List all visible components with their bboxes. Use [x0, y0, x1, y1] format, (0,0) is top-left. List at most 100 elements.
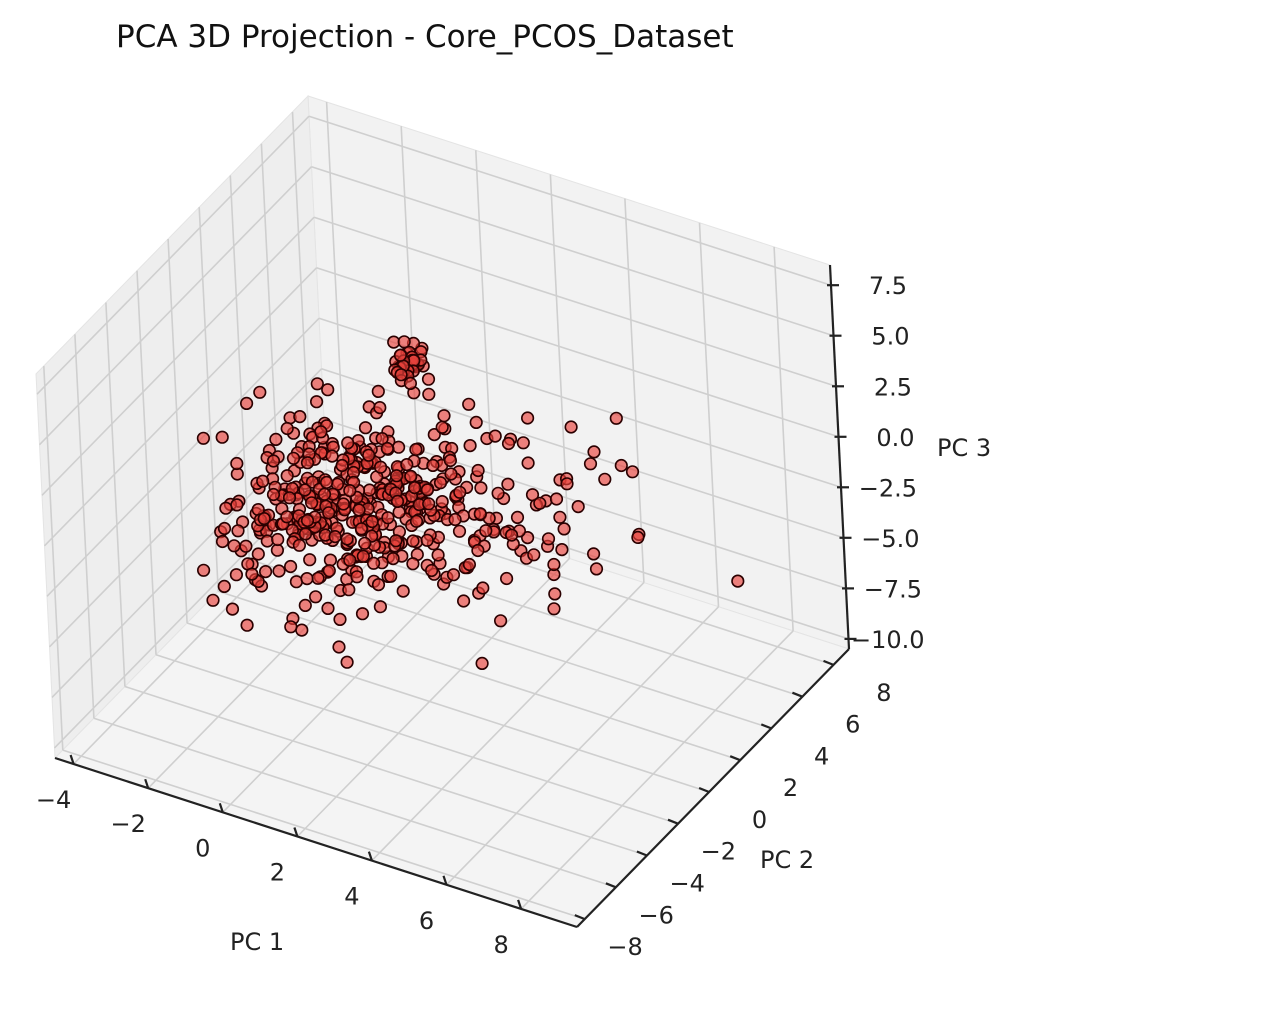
grid-line-x-back	[624, 198, 645, 583]
grid-line-y-side	[198, 207, 219, 592]
grid-line-x-back	[773, 246, 794, 631]
data-point	[380, 441, 394, 456]
data-point	[631, 530, 645, 545]
x-axis-line	[54, 756, 578, 929]
data-point	[215, 430, 229, 444]
y-tick-mark	[823, 659, 834, 666]
grid-line-z-back	[321, 368, 844, 539]
data-point	[731, 574, 745, 588]
grid-line-z-side	[38, 166, 313, 446]
data-point	[293, 410, 307, 424]
data-point	[404, 469, 418, 483]
x-tick-label: 0	[195, 834, 210, 862]
data-point	[251, 547, 265, 561]
data-point	[321, 383, 335, 397]
data-point	[343, 553, 357, 567]
data-point	[501, 477, 515, 491]
grid-line-x-back	[549, 174, 571, 559]
data-point	[332, 640, 346, 654]
data-point	[435, 495, 449, 509]
data-point	[259, 564, 273, 579]
data-point	[298, 483, 312, 497]
data-point	[435, 420, 449, 434]
data-point	[342, 583, 356, 597]
x-axis-label: PC 1	[230, 928, 284, 956]
grid-line-y-floor	[124, 685, 648, 857]
grid-line-z-back	[308, 115, 832, 286]
x-tick-label: 4	[344, 883, 359, 911]
data-point	[521, 456, 535, 470]
data-point	[303, 553, 317, 567]
data-point	[358, 536, 372, 550]
data-point	[298, 527, 313, 541]
data-point	[420, 533, 434, 547]
chart-title: PCA 3D Projection - Core_PCOS_Dataset	[116, 19, 734, 55]
grid-line-z-side	[43, 267, 318, 547]
data-point	[384, 569, 398, 583]
data-point	[392, 505, 406, 519]
grid-lines	[36, 101, 849, 920]
data-point	[491, 486, 505, 500]
y-tick-mark	[605, 882, 617, 889]
data-point	[310, 377, 324, 391]
data-point	[527, 548, 541, 562]
data-point	[390, 494, 405, 509]
data-point	[286, 451, 301, 465]
data-point	[298, 598, 312, 613]
data-point	[240, 396, 254, 411]
z-tick-label: −10.0	[851, 626, 925, 654]
y-axis-line	[576, 648, 850, 928]
data-point	[341, 436, 355, 450]
y-tick-mark	[729, 755, 741, 762]
data-point	[555, 542, 569, 557]
y-tick-label: −6	[639, 901, 674, 929]
y-tick-label: 6	[845, 711, 860, 739]
data-point	[256, 474, 270, 488]
data-point	[309, 590, 323, 604]
data-point	[494, 614, 508, 628]
data-point	[305, 496, 319, 510]
data-point	[589, 562, 604, 576]
data-point	[583, 457, 598, 471]
data-point	[403, 376, 418, 391]
data-point	[390, 469, 404, 483]
grid-line-x-floor	[147, 509, 421, 789]
data-point	[300, 571, 314, 586]
data-point	[422, 497, 436, 511]
data-point	[280, 510, 294, 524]
grid-line-y-floor	[311, 495, 834, 666]
z-tick-label: 0.0	[876, 424, 914, 452]
data-point	[340, 655, 354, 669]
data-point	[560, 477, 574, 491]
data-point	[343, 484, 357, 498]
data-point	[280, 469, 294, 483]
data-point	[500, 571, 514, 586]
data-point	[381, 511, 395, 525]
data-point	[356, 549, 370, 563]
grid-line-y-side	[167, 238, 188, 624]
data-point	[311, 571, 325, 585]
data-point	[352, 503, 366, 517]
data-point	[269, 432, 283, 447]
data-point	[230, 498, 244, 512]
data-point	[393, 348, 408, 362]
data-point	[365, 514, 379, 529]
data-point	[474, 481, 488, 495]
data-point	[452, 524, 467, 538]
data-point	[420, 483, 435, 497]
z-axis-line	[828, 264, 851, 650]
grid-line-z-back	[311, 165, 834, 337]
data-point	[510, 510, 525, 525]
z-axis-label: PC 3	[937, 434, 991, 462]
data-point	[371, 577, 386, 592]
y-tick-label: 2	[783, 774, 798, 802]
data-point	[463, 439, 477, 453]
data-point	[300, 513, 315, 528]
x-tick-mark	[293, 827, 299, 837]
data-point	[320, 475, 334, 490]
grid-line-y-floor	[62, 749, 586, 920]
data-point	[533, 496, 547, 510]
data-point	[230, 456, 244, 471]
y-tick-label: 4	[814, 742, 829, 770]
data-point	[354, 522, 369, 536]
